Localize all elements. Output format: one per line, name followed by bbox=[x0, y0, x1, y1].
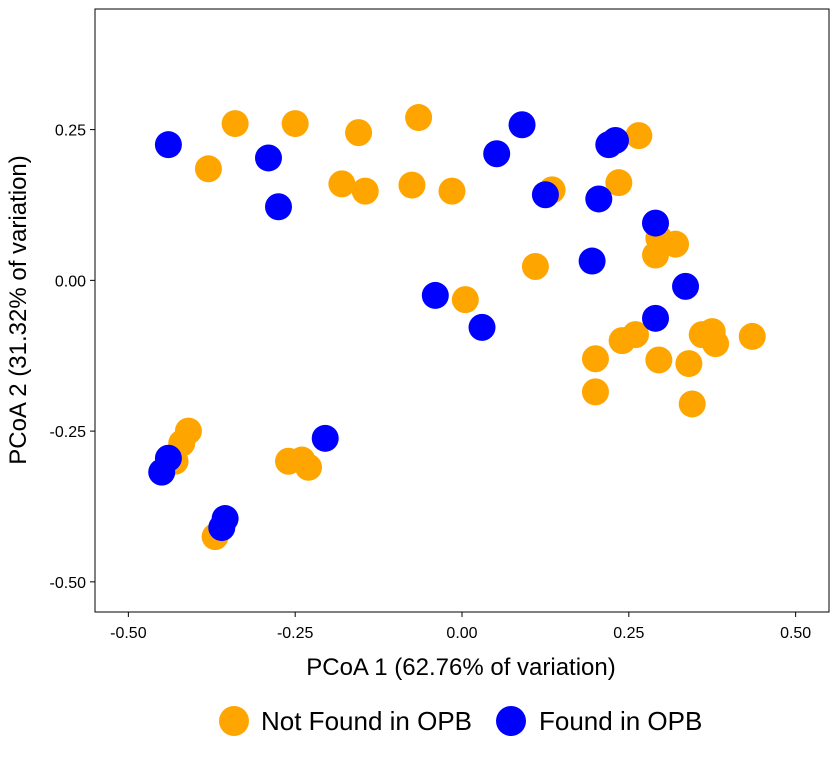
point-not-found bbox=[625, 122, 653, 150]
point-not-found bbox=[702, 330, 730, 358]
y-tick-label: -0.25 bbox=[50, 424, 87, 441]
point-found bbox=[578, 247, 606, 275]
x-tick-label: -0.25 bbox=[277, 625, 314, 642]
x-tick-label: 0.50 bbox=[780, 625, 811, 642]
y-tick-label: 0.00 bbox=[55, 273, 86, 290]
point-found bbox=[672, 272, 700, 300]
legend-label-found: Found in OPB bbox=[539, 706, 702, 736]
x-tick-label: 0.25 bbox=[613, 625, 644, 642]
point-found bbox=[254, 144, 282, 172]
point-not-found bbox=[345, 119, 373, 147]
point-found bbox=[601, 126, 629, 154]
point-not-found bbox=[398, 171, 426, 199]
point-not-found bbox=[738, 322, 766, 350]
point-found bbox=[531, 181, 559, 209]
point-not-found bbox=[645, 346, 673, 374]
point-not-found bbox=[328, 170, 356, 198]
x-tick-label: -0.50 bbox=[110, 625, 147, 642]
y-tick-label: -0.50 bbox=[50, 575, 87, 592]
series-found-in-opb bbox=[148, 111, 700, 542]
point-not-found bbox=[675, 350, 703, 378]
point-found bbox=[483, 140, 511, 168]
legend-marker-found bbox=[496, 706, 526, 736]
point-found bbox=[311, 424, 339, 452]
point-not-found bbox=[194, 155, 222, 183]
point-not-found bbox=[221, 110, 249, 138]
point-not-found bbox=[281, 110, 309, 138]
point-not-found bbox=[621, 321, 649, 349]
legend: Not Found in OPB Found in OPB bbox=[219, 706, 702, 736]
point-not-found bbox=[642, 241, 670, 269]
y-axis-label: PCoA 2 (31.32% of variation) bbox=[5, 155, 32, 465]
x-axis-label: PCoA 1 (62.76% of variation) bbox=[306, 654, 616, 681]
point-not-found bbox=[521, 252, 549, 280]
point-not-found bbox=[438, 177, 466, 205]
point-not-found bbox=[581, 345, 609, 373]
point-not-found bbox=[351, 177, 379, 205]
series-not-found-in-opb bbox=[161, 104, 766, 551]
point-not-found bbox=[605, 169, 633, 197]
point-not-found bbox=[581, 378, 609, 406]
points-layer bbox=[148, 104, 766, 551]
point-found bbox=[585, 185, 613, 213]
x-tick-label: 0.00 bbox=[446, 625, 477, 642]
point-found bbox=[148, 458, 176, 486]
point-not-found bbox=[451, 286, 479, 314]
point-found bbox=[265, 193, 292, 221]
legend-marker-not-found bbox=[219, 706, 249, 736]
point-not-found bbox=[405, 104, 433, 132]
point-found bbox=[208, 514, 236, 542]
point-found bbox=[642, 304, 670, 332]
x-axis: -0.50 -0.25 0.00 0.25 0.50 bbox=[110, 612, 811, 642]
point-not-found bbox=[295, 453, 323, 481]
point-not-found bbox=[678, 390, 706, 418]
legend-label-not-found: Not Found in OPB bbox=[261, 706, 472, 736]
point-found bbox=[154, 131, 182, 159]
y-axis: -0.50 -0.25 0.00 0.25 bbox=[50, 123, 95, 592]
point-found bbox=[508, 111, 536, 139]
point-found bbox=[642, 209, 670, 237]
point-found bbox=[468, 313, 496, 341]
point-found bbox=[421, 281, 449, 309]
y-tick-label: 0.25 bbox=[55, 123, 86, 140]
point-not-found bbox=[662, 230, 690, 258]
